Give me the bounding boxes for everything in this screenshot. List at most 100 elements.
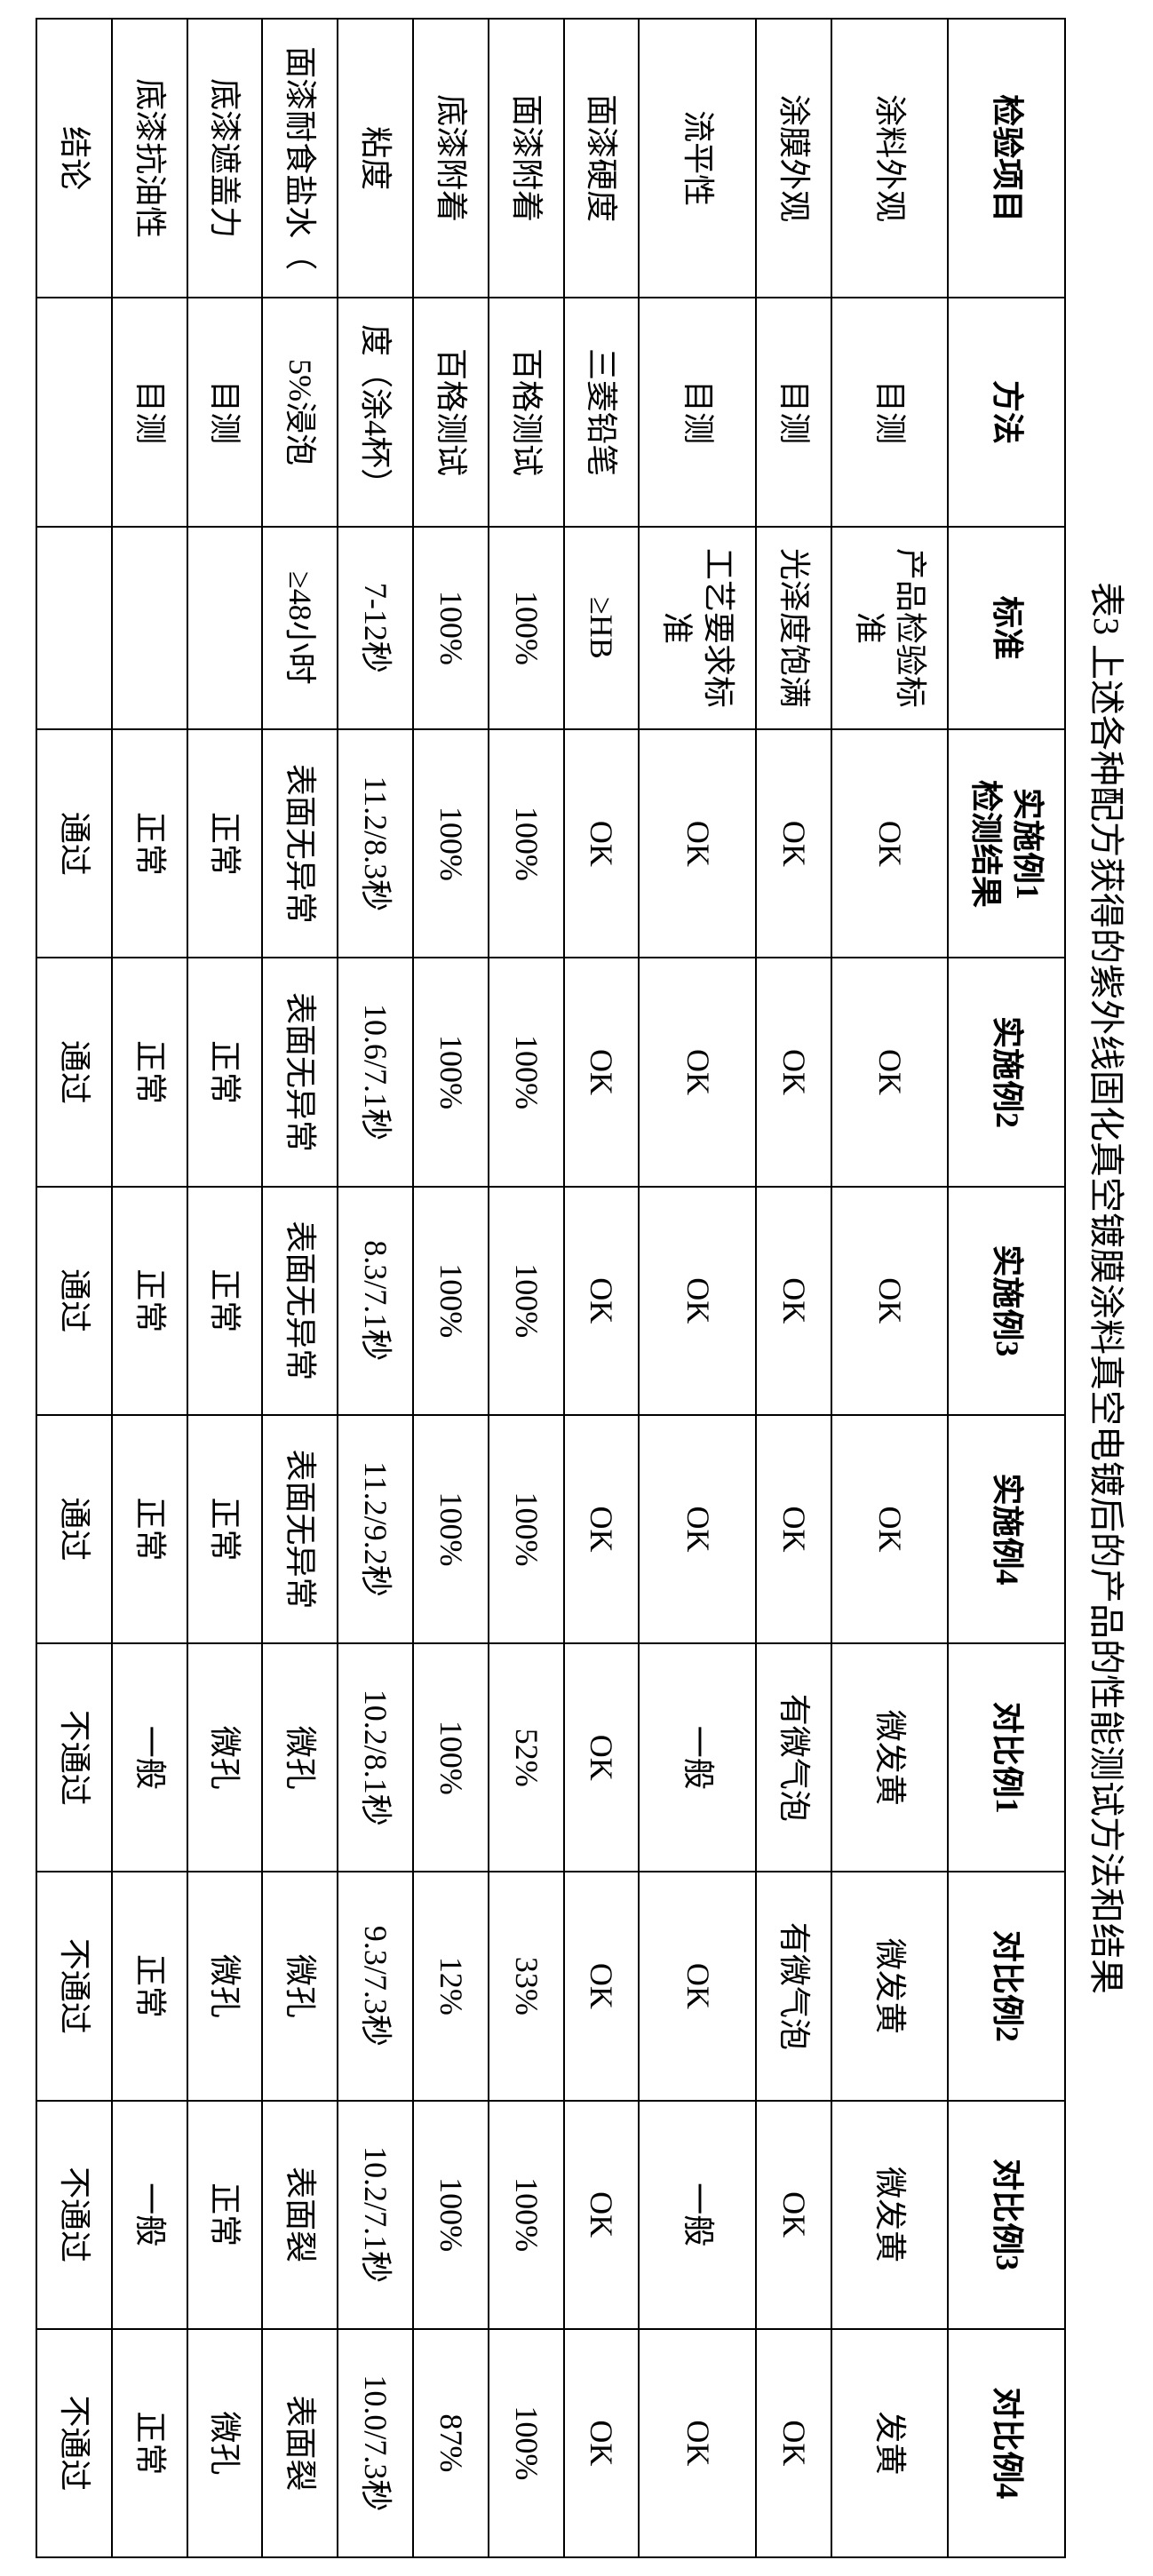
cell-5-4: 100% bbox=[413, 958, 489, 1186]
cell-7-0: 面漆耐食盐水（ bbox=[262, 19, 338, 298]
cell-1-1: 目测 bbox=[756, 298, 831, 526]
cell-3-10: OK bbox=[564, 2329, 640, 2557]
results-table: 检验项目方法标准实施例1检测结果实施例2实施例3实施例4对比例1对比例2对比例3… bbox=[36, 18, 1066, 2558]
cell-9-2 bbox=[112, 527, 187, 730]
col-header-1: 方法 bbox=[948, 298, 1065, 526]
cell-5-9: 100% bbox=[413, 2101, 489, 2329]
table-row: 底漆抗油性目测正常正常正常正常一般正常一般正常 bbox=[112, 19, 187, 2557]
cell-6-0: 粘度 bbox=[338, 19, 413, 298]
cell-0-4: OK bbox=[831, 958, 949, 1186]
cell-5-3: 100% bbox=[413, 729, 489, 958]
cell-8-7: 微孔 bbox=[187, 1643, 263, 1872]
cell-1-7: 有微气泡 bbox=[756, 1643, 831, 1872]
cell-9-4: 正常 bbox=[112, 958, 187, 1186]
cell-9-9: 一般 bbox=[112, 2101, 187, 2329]
cell-1-0: 涂膜外观 bbox=[756, 19, 831, 298]
table-row: 面漆附着百格测试100%100%100%100%100%52%33%100%10… bbox=[489, 19, 564, 2557]
cell-3-7: OK bbox=[564, 1643, 640, 1872]
col-header-10: 对比例4 bbox=[948, 2329, 1065, 2557]
cell-7-9: 表面裂 bbox=[262, 2101, 338, 2329]
cell-3-6: OK bbox=[564, 1415, 640, 1643]
cell-4-10: 100% bbox=[489, 2329, 564, 2557]
cell-4-9: 100% bbox=[489, 2101, 564, 2329]
cell-7-4: 表面无异常 bbox=[262, 958, 338, 1186]
table-row: 流平性目测工艺要求标准OKOKOKOK一般OK一般OK bbox=[639, 19, 756, 2557]
cell-4-5: 100% bbox=[489, 1187, 564, 1415]
cell-0-9: 微发黄 bbox=[831, 2101, 949, 2329]
cell-2-8: OK bbox=[639, 1872, 756, 2100]
cell-6-3: 11.2/8.3秒 bbox=[338, 729, 413, 958]
cell-6-7: 10.2/8.1秒 bbox=[338, 1643, 413, 1872]
cell-9-5: 正常 bbox=[112, 1187, 187, 1415]
cell-3-4: OK bbox=[564, 958, 640, 1186]
cell-1-9: OK bbox=[756, 2101, 831, 2329]
cell-2-7: 一般 bbox=[639, 1643, 756, 1872]
cell-8-0: 底漆遮盖力 bbox=[187, 19, 263, 298]
cell-6-1: 度（涂4杯） bbox=[338, 298, 413, 526]
cell-2-2: 工艺要求标准 bbox=[639, 527, 756, 730]
cell-8-8: 微孔 bbox=[187, 1872, 263, 2100]
cell-8-1: 目测 bbox=[187, 298, 263, 526]
table-row: 粘度度（涂4杯）7-12秒11.2/8.3秒10.6/7.1秒8.3/7.1秒1… bbox=[338, 19, 413, 2557]
cell-3-2: ≥HB bbox=[564, 527, 640, 730]
table-row: 底漆附着百格测试100%100%100%100%100%100%12%100%8… bbox=[413, 19, 489, 2557]
cell-10-1 bbox=[36, 298, 112, 526]
col-header-9: 对比例3 bbox=[948, 2101, 1065, 2329]
cell-0-6: OK bbox=[831, 1415, 949, 1643]
cell-0-3: OK bbox=[831, 729, 949, 958]
cell-7-2: ≥48小时 bbox=[262, 527, 338, 730]
cell-2-1: 目测 bbox=[639, 298, 756, 526]
cell-7-8: 微孔 bbox=[262, 1872, 338, 2100]
cell-2-5: OK bbox=[639, 1187, 756, 1415]
cell-2-4: OK bbox=[639, 958, 756, 1186]
cell-6-6: 11.2/9.2秒 bbox=[338, 1415, 413, 1643]
cell-8-2 bbox=[187, 527, 263, 730]
cell-4-1: 百格测试 bbox=[489, 298, 564, 526]
cell-0-0: 涂料外观 bbox=[831, 19, 949, 298]
col-header-0: 检验项目 bbox=[948, 19, 1065, 298]
cell-0-10: 发黄 bbox=[831, 2329, 949, 2557]
cell-0-7: 微发黄 bbox=[831, 1643, 949, 1872]
cell-6-9: 10.2/7.1秒 bbox=[338, 2101, 413, 2329]
table-row: 面漆硬度三菱铅笔≥HBOKOKOKOKOKOKOKOK bbox=[564, 19, 640, 2557]
cell-1-3: OK bbox=[756, 729, 831, 958]
cell-9-10: 正常 bbox=[112, 2329, 187, 2557]
cell-8-3: 正常 bbox=[187, 729, 263, 958]
cell-10-8: 不通过 bbox=[36, 1872, 112, 2100]
table-row: 底漆遮盖力目测正常正常正常正常微孔微孔正常微孔 bbox=[187, 19, 263, 2557]
cell-5-6: 100% bbox=[413, 1415, 489, 1643]
cell-9-1: 目测 bbox=[112, 298, 187, 526]
cell-3-0: 面漆硬度 bbox=[564, 19, 640, 298]
cell-5-5: 100% bbox=[413, 1187, 489, 1415]
col-header-8: 对比例2 bbox=[948, 1872, 1065, 2100]
cell-8-9: 正常 bbox=[187, 2101, 263, 2329]
cell-5-8: 12% bbox=[413, 1872, 489, 2100]
cell-7-7: 微孔 bbox=[262, 1643, 338, 1872]
col-header-2: 标准 bbox=[948, 527, 1065, 730]
cell-8-5: 正常 bbox=[187, 1187, 263, 1415]
cell-0-2: 产品检验标准 bbox=[831, 527, 949, 730]
cell-3-8: OK bbox=[564, 1872, 640, 2100]
col-header-5: 实施例3 bbox=[948, 1187, 1065, 1415]
cell-6-5: 8.3/7.1秒 bbox=[338, 1187, 413, 1415]
cell-4-6: 100% bbox=[489, 1415, 564, 1643]
cell-0-8: 微发黄 bbox=[831, 1872, 949, 2100]
cell-0-1: 目测 bbox=[831, 298, 949, 526]
cell-1-2: 光泽度饱满 bbox=[756, 527, 831, 730]
cell-1-6: OK bbox=[756, 1415, 831, 1643]
cell-10-0: 结论 bbox=[36, 19, 112, 298]
cell-4-2: 100% bbox=[489, 527, 564, 730]
cell-5-1: 百格测试 bbox=[413, 298, 489, 526]
cell-3-1: 三菱铅笔 bbox=[564, 298, 640, 526]
cell-9-6: 正常 bbox=[112, 1415, 187, 1643]
table-row: 结论通过通过通过通过不通过不通过不通过不通过 bbox=[36, 19, 112, 2557]
table-header-row: 检验项目方法标准实施例1检测结果实施例2实施例3实施例4对比例1对比例2对比例3… bbox=[948, 19, 1065, 2557]
cell-10-10: 不通过 bbox=[36, 2329, 112, 2557]
col-header-3: 实施例1检测结果 bbox=[948, 729, 1065, 958]
cell-10-7: 不通过 bbox=[36, 1643, 112, 1872]
cell-10-9: 不通过 bbox=[36, 2101, 112, 2329]
col-header-6: 实施例4 bbox=[948, 1415, 1065, 1643]
cell-5-10: 87% bbox=[413, 2329, 489, 2557]
cell-7-3: 表面无异常 bbox=[262, 729, 338, 958]
cell-6-10: 10.0/7.3秒 bbox=[338, 2329, 413, 2557]
